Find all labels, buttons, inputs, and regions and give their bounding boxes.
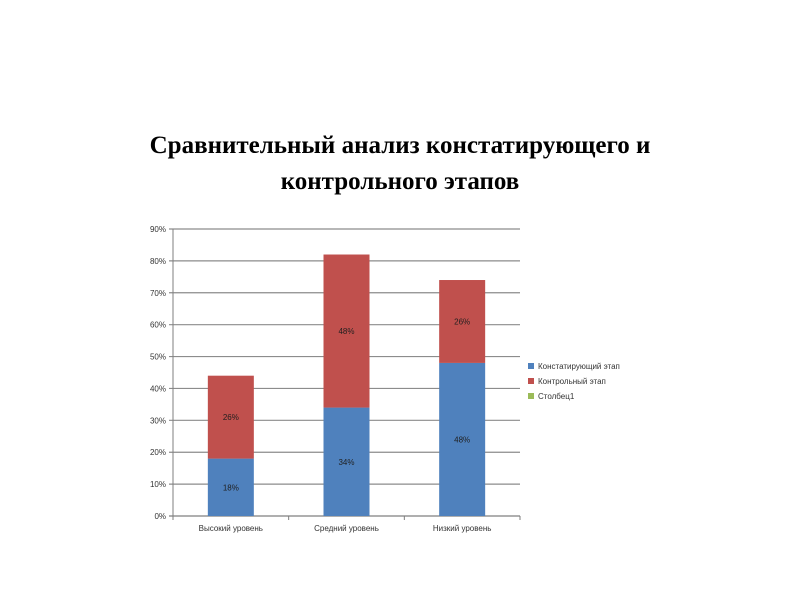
slide-title-line2: контрольного этапов — [280, 168, 520, 195]
bar-segment — [439, 362, 486, 516]
data-label: 18% — [223, 483, 239, 492]
legend-label: Констатирующий этап — [538, 362, 620, 371]
data-label: 48% — [338, 327, 354, 336]
data-label: 48% — [454, 435, 470, 444]
y-tick-label: 60% — [150, 321, 166, 330]
y-tick-label: 40% — [150, 384, 166, 393]
slide-title: Сравнительный анализ констатирующего и к… — [60, 128, 740, 200]
x-tick-label: Средний уровень — [314, 524, 379, 533]
y-tick-label: 70% — [150, 289, 166, 298]
data-label: 34% — [338, 458, 354, 467]
bar-segment — [207, 458, 254, 516]
y-tick-label: 30% — [150, 416, 166, 425]
y-tick-label: 80% — [150, 257, 166, 266]
y-tick-label: 0% — [154, 512, 166, 521]
data-label: 26% — [223, 413, 239, 422]
data-label: 26% — [454, 317, 470, 326]
legend-swatch — [528, 393, 534, 399]
x-tick-label: Низкий уровень — [433, 524, 492, 533]
bar-segment — [323, 254, 370, 408]
slide-title-line1: Сравнительный анализ констатирующего и — [149, 132, 651, 159]
bar-segment — [323, 407, 370, 516]
legend-label: Контрольный этап — [538, 377, 606, 386]
y-tick-label: 90% — [150, 225, 166, 234]
x-tick-label: Высокий уровень — [199, 524, 263, 533]
legend-label: Столбец1 — [538, 392, 575, 401]
bar-segment — [439, 280, 486, 363]
legend-swatch — [528, 363, 534, 369]
y-tick-label: 20% — [150, 448, 166, 457]
y-tick-label: 10% — [150, 480, 166, 489]
bar-segment — [207, 375, 254, 459]
legend-swatch — [528, 378, 534, 384]
y-tick-label: 50% — [150, 353, 166, 362]
